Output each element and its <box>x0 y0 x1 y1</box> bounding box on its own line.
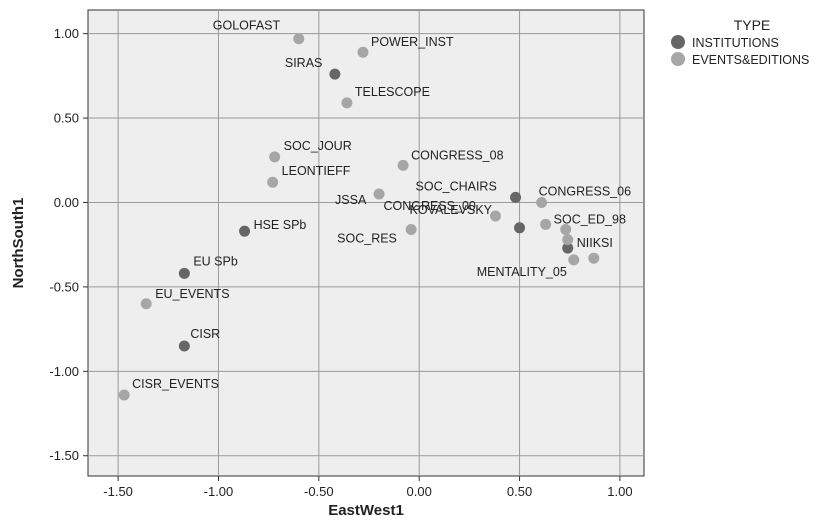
point-events-editions <box>489 210 501 222</box>
point-institutions <box>178 267 190 279</box>
point-label: EU_EVENTS <box>155 287 229 301</box>
y-tick-label: 0.50 <box>54 111 79 126</box>
point-events-editions <box>341 97 353 109</box>
point-label: KOVALEVSKY <box>410 203 493 217</box>
point-events-editions <box>373 188 385 200</box>
x-axis: -1.50 -1.00 -0.50 0.00 0.50 1.00 <box>103 476 633 499</box>
point-label: NIIKSI <box>577 236 613 250</box>
legend-title: TYPE <box>734 17 771 33</box>
point-events-editions <box>560 223 572 235</box>
point-label: EU SPb <box>193 254 238 268</box>
point-events-editions <box>397 159 409 171</box>
x-tick-label: 1.00 <box>607 484 632 499</box>
legend-marker-institutions <box>671 35 685 49</box>
point-label: CISR <box>190 327 220 341</box>
point-label: LEONTIEFF <box>282 164 351 178</box>
point-label: JSSA <box>335 193 367 207</box>
point-label: CISR_EVENTS <box>132 377 219 391</box>
y-tick-label: 0.00 <box>54 195 79 210</box>
x-tick-label: -1.50 <box>103 484 133 499</box>
point-institutions <box>562 242 574 254</box>
point-events-editions <box>267 176 279 188</box>
point-events-editions <box>118 389 130 401</box>
point-label: CONGRESS_08 <box>411 148 503 162</box>
x-axis-title: EastWest1 <box>328 502 404 519</box>
point-label: SOC_CHAIRS <box>416 179 497 193</box>
point-institutions <box>514 222 526 234</box>
y-tick-label: 1.00 <box>54 26 79 41</box>
point-label: CONGRESS_06 <box>539 184 631 198</box>
point-events-editions <box>405 223 417 235</box>
y-tick-label: -1.00 <box>49 364 79 379</box>
y-tick-label: -1.50 <box>49 448 79 463</box>
legend-marker-events <box>671 52 685 66</box>
point-institutions <box>239 225 251 237</box>
legend-label-events: EVENTS&EDITIONS <box>692 53 809 67</box>
point-events-editions <box>562 234 574 246</box>
point-label: SIRAS <box>285 56 323 70</box>
point-events-editions <box>536 196 548 208</box>
point-label: SOC_RES <box>337 231 397 245</box>
point-label: SOC_JOUR <box>284 139 352 153</box>
point-events-editions <box>140 298 152 310</box>
point-label: GOLOFAST <box>213 19 281 33</box>
grid-lines <box>88 10 644 476</box>
y-tick-label: -0.50 <box>49 279 79 294</box>
plot-area <box>87 9 645 477</box>
point-events-editions <box>357 46 369 58</box>
point-label: MENTALITY_05 <box>477 265 567 279</box>
x-tick-label: 0.50 <box>507 484 532 499</box>
x-tick-label: -1.00 <box>204 484 234 499</box>
point-institutions <box>178 340 190 352</box>
point-label: HSE SPb <box>254 218 307 232</box>
point-label: SOC_ED_98 <box>554 212 626 226</box>
point-events-editions <box>269 151 281 163</box>
x-tick-label: -0.50 <box>304 484 334 499</box>
point-label: TELESCOPE <box>355 85 430 99</box>
point-label: POWER_INST <box>371 35 454 49</box>
legend: TYPE INSTITUTIONS EVENTS&EDITIONS <box>671 17 809 67</box>
legend-label-institutions: INSTITUTIONS <box>692 36 779 50</box>
point-events-editions <box>540 218 552 230</box>
point-label: CONGRESS_00 <box>383 199 475 213</box>
point-labels: SIRAS HSE SPb EU SPb CISR SOC_CHAIRS KOVALEVS… <box>132 19 631 391</box>
point-institutions <box>329 68 341 80</box>
point-events-editions <box>588 252 600 264</box>
y-axis-title: NorthSouth1 <box>10 198 27 289</box>
y-axis: 1.00 0.50 0.00 -0.50 -1.00 -1.50 <box>49 26 88 463</box>
point-events-editions <box>568 254 580 266</box>
data-points <box>118 33 600 401</box>
point-events-editions <box>293 33 305 45</box>
x-tick-label: 0.00 <box>407 484 432 499</box>
point-institutions <box>510 191 522 203</box>
